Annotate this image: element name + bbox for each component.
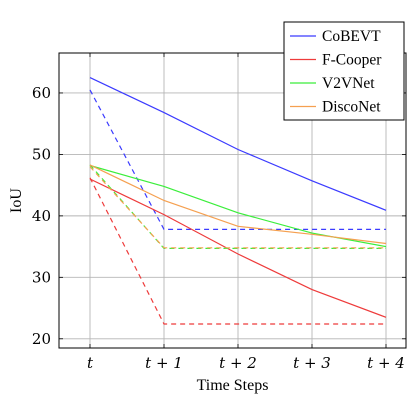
plot-frame	[58, 52, 407, 349]
y-tick-label: 30	[32, 268, 51, 286]
legend-label-v2vnet: V2VNet	[322, 75, 375, 92]
series-f-cooper-dashed	[89, 177, 386, 325]
series-f-cooper-solid	[89, 178, 387, 318]
y-tick-label: 20	[32, 330, 51, 348]
legend-label-disconet: DiscoNet	[322, 99, 381, 116]
y-axis-title: IoU	[8, 188, 25, 213]
legend-box	[283, 21, 405, 121]
legend: CoBEVT F-Cooper V2VNet DiscoNet	[283, 21, 405, 121]
x-tick-label: t + 4	[367, 354, 405, 372]
series-lines	[89, 77, 387, 325]
x-axis-title: Time Steps	[197, 377, 269, 394]
x-tick-label: t + 1	[145, 354, 183, 372]
x-tick-label: t + 2	[219, 354, 257, 372]
y-tick-label: 40	[32, 207, 51, 225]
legend-label-cobevt: CoBEVT	[322, 28, 381, 45]
x-tick-label: t	[87, 354, 94, 372]
y-tick-label: 50	[32, 145, 51, 163]
y-tick-label: 60	[32, 84, 51, 102]
ticks: t t + 1 t + 2 t + 3 t + 4 20 30 40 50 60	[32, 53, 406, 372]
x-tick-label: t + 3	[293, 354, 331, 372]
series-disconet-dashed	[89, 166, 386, 249]
series-cobevt-solid	[89, 77, 387, 211]
legend-label-f-cooper: F-Cooper	[322, 52, 382, 69]
series-disconet-solid	[89, 164, 387, 245]
